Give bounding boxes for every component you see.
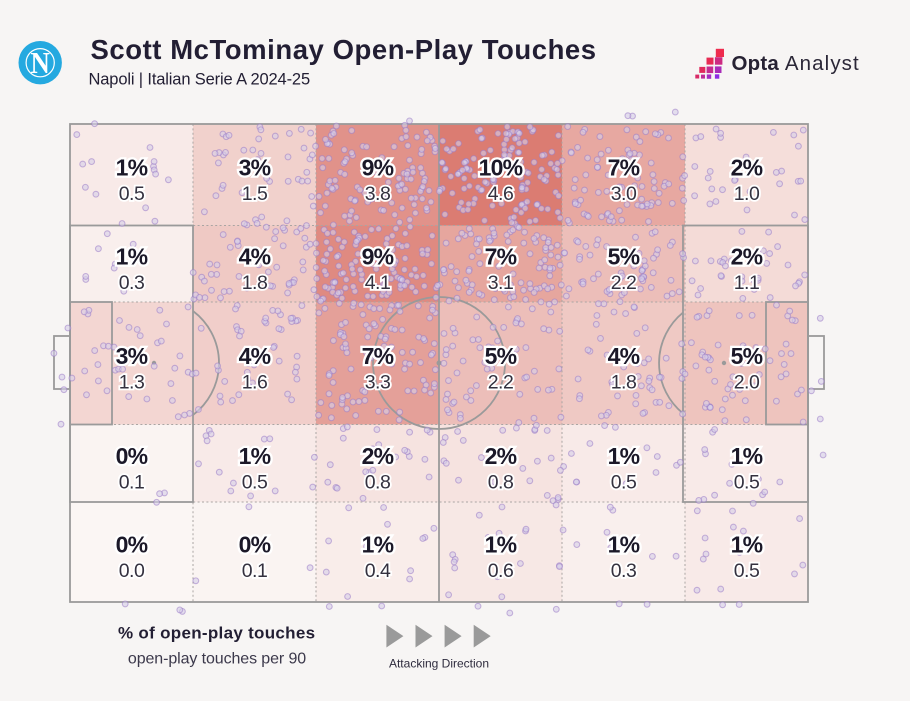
svg-text:2%: 2%: [731, 154, 763, 180]
svg-text:1.8: 1.8: [242, 272, 268, 294]
svg-text:10%: 10%: [479, 154, 523, 180]
svg-text:0.3: 0.3: [611, 560, 637, 582]
svg-text:2.0: 2.0: [734, 371, 760, 393]
svg-text:0%: 0%: [239, 532, 271, 558]
svg-text:0.8: 0.8: [365, 471, 391, 493]
svg-text:2%: 2%: [362, 443, 394, 469]
svg-text:5%: 5%: [608, 243, 640, 269]
svg-text:4.1: 4.1: [365, 272, 391, 294]
svg-text:1%: 1%: [239, 443, 271, 469]
svg-text:0.5: 0.5: [242, 471, 268, 493]
svg-text:3.3: 3.3: [365, 371, 391, 393]
svg-text:0.1: 0.1: [119, 471, 145, 493]
svg-text:1.5: 1.5: [242, 183, 268, 205]
svg-text:1.6: 1.6: [242, 371, 268, 393]
svg-text:3.1: 3.1: [488, 272, 514, 294]
svg-text:0.5: 0.5: [611, 471, 637, 493]
svg-text:Scott McTominay Open-Play Touc: Scott McTominay Open-Play Touches: [91, 34, 597, 65]
svg-text:0.8: 0.8: [488, 471, 514, 493]
svg-text:0.0: 0.0: [119, 560, 145, 582]
svg-text:0.3: 0.3: [119, 272, 145, 294]
svg-text:1.0: 1.0: [734, 183, 760, 205]
svg-text:% of open-play touches: % of open-play touches: [118, 624, 315, 643]
svg-text:1.1: 1.1: [734, 272, 760, 294]
svg-text:1%: 1%: [362, 532, 394, 558]
svg-text:0%: 0%: [116, 443, 148, 469]
svg-text:4%: 4%: [239, 343, 271, 369]
svg-text:1.8: 1.8: [611, 371, 637, 393]
svg-text:1%: 1%: [731, 443, 763, 469]
svg-text:9%: 9%: [362, 243, 394, 269]
svg-text:7%: 7%: [608, 154, 640, 180]
svg-text:3%: 3%: [239, 154, 271, 180]
svg-text:1%: 1%: [116, 243, 148, 269]
svg-text:2.2: 2.2: [488, 371, 514, 393]
svg-text:2.2: 2.2: [611, 272, 637, 294]
svg-text:0.6: 0.6: [488, 560, 514, 582]
svg-text:0.4: 0.4: [365, 560, 391, 582]
svg-text:2%: 2%: [731, 243, 763, 269]
svg-text:N: N: [31, 46, 51, 80]
svg-text:4%: 4%: [239, 243, 271, 269]
svg-text:1.3: 1.3: [119, 371, 145, 393]
svg-text:1%: 1%: [116, 154, 148, 180]
svg-text:open-play touches per 90: open-play touches per 90: [128, 651, 306, 668]
svg-text:1%: 1%: [608, 532, 640, 558]
svg-text:1%: 1%: [485, 532, 517, 558]
svg-text:Analyst: Analyst: [785, 52, 860, 75]
svg-text:3.0: 3.0: [611, 183, 637, 205]
svg-text:0%: 0%: [116, 532, 148, 558]
svg-text:Napoli | Italian Serie A 2024-: Napoli | Italian Serie A 2024-25: [89, 71, 310, 89]
svg-text:0.5: 0.5: [119, 183, 145, 205]
svg-text:3%: 3%: [116, 343, 148, 369]
svg-text:1%: 1%: [731, 532, 763, 558]
svg-text:0.5: 0.5: [734, 560, 760, 582]
svg-text:Opta: Opta: [732, 52, 780, 75]
svg-text:4%: 4%: [608, 343, 640, 369]
svg-text:5%: 5%: [485, 343, 517, 369]
svg-text:0.1: 0.1: [242, 560, 268, 582]
svg-text:0.5: 0.5: [734, 471, 760, 493]
svg-text:4.6: 4.6: [488, 183, 514, 205]
svg-text:Attacking Direction: Attacking Direction: [389, 656, 489, 670]
svg-text:1%: 1%: [608, 443, 640, 469]
svg-text:7%: 7%: [362, 343, 394, 369]
svg-text:7%: 7%: [485, 243, 517, 269]
svg-text:5%: 5%: [731, 343, 763, 369]
svg-text:9%: 9%: [362, 154, 394, 180]
svg-text:3.8: 3.8: [365, 183, 391, 205]
svg-text:2%: 2%: [485, 443, 517, 469]
